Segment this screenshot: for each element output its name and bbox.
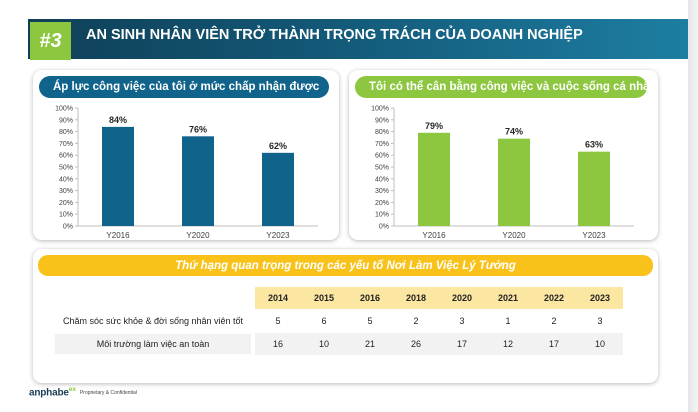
ranking-header-row: 2014 2015 2016 2018 2020 2021 2022 2023 bbox=[55, 287, 623, 309]
table-row: Chăm sóc sức khỏe & đời sống nhân viên t… bbox=[55, 309, 623, 333]
logo-brand: anphabe bbox=[29, 387, 69, 399]
y-tick-label: 40% bbox=[375, 176, 389, 183]
header-bar bbox=[28, 19, 688, 59]
rank-cell: 10 bbox=[577, 333, 623, 355]
year-header: 2020 bbox=[439, 287, 485, 309]
data-label: 84% bbox=[109, 115, 127, 125]
logo-brand-suffix: ex bbox=[68, 386, 76, 393]
y-tick-label: 40% bbox=[59, 176, 73, 183]
x-tick-label: Y2023 bbox=[582, 231, 606, 240]
y-tick-label: 50% bbox=[59, 165, 73, 172]
row-label: Chăm sóc sức khỏe & đời sống nhân viên t… bbox=[62, 316, 244, 326]
chart-panel-workload: Áp lực công việc của tôi ở mức chấp nhận… bbox=[33, 70, 339, 240]
y-tick-label: 90% bbox=[59, 117, 73, 124]
y-tick-label: 60% bbox=[59, 153, 73, 160]
x-tick-label: Y2020 bbox=[186, 231, 210, 240]
rank-cell: 21 bbox=[347, 333, 393, 355]
y-tick-label: 20% bbox=[59, 200, 73, 207]
bar-chart-workload: 0% 10% 20% 30% 40% 50% 60% 70% 80% 90% 100% 84% Y201… bbox=[55, 106, 318, 240]
y-tick-label: 50% bbox=[375, 165, 389, 172]
y-tick-label: 10% bbox=[59, 212, 73, 219]
data-label: 63% bbox=[585, 140, 603, 150]
data-label: 74% bbox=[505, 127, 523, 137]
data-label: 79% bbox=[425, 121, 443, 131]
rank-cell: 26 bbox=[393, 333, 439, 355]
year-header: 2016 bbox=[347, 287, 393, 309]
rank-cell: 17 bbox=[439, 333, 485, 355]
bar bbox=[498, 138, 530, 226]
chart-panel-balance: Tôi có thể cân bằng công việc và cuộc số… bbox=[349, 70, 658, 240]
row-label-cell: Môi trường làm việc an toàn bbox=[55, 333, 255, 355]
rank-cell: 2 bbox=[413, 316, 419, 326]
bar bbox=[182, 136, 214, 226]
x-tick-label: Y2016 bbox=[422, 231, 446, 240]
x-tick-label: Y2016 bbox=[106, 231, 130, 240]
bar bbox=[418, 132, 450, 226]
ranking-title: Thứ hạng quan trọng trong các yếu tố Nơi… bbox=[38, 255, 653, 276]
year-header: 2014 bbox=[255, 287, 301, 309]
y-tick-label: 100% bbox=[371, 106, 389, 113]
rank-cell: 6 bbox=[321, 316, 327, 326]
rank-cell: 1 bbox=[505, 316, 511, 326]
y-tick-label: 30% bbox=[375, 188, 389, 195]
year-header: 2018 bbox=[393, 287, 439, 309]
y-tick-label: 0% bbox=[63, 224, 73, 231]
bar bbox=[102, 126, 134, 226]
y-tick-label: 100% bbox=[55, 106, 73, 113]
y-tick-label: 10% bbox=[375, 212, 389, 219]
rank-cell: 3 bbox=[459, 316, 465, 326]
year-header: 2023 bbox=[577, 287, 623, 309]
y-tick-label: 70% bbox=[59, 141, 73, 148]
row-label: Môi trường làm việc an toàn bbox=[55, 334, 251, 354]
year-header: 2015 bbox=[301, 287, 347, 309]
x-tick-label: Y2023 bbox=[266, 231, 290, 240]
rank-cell: 2 bbox=[551, 316, 557, 326]
ranking-header-blank bbox=[55, 287, 255, 309]
rank-cell: 5 bbox=[275, 316, 281, 326]
bar bbox=[262, 152, 294, 226]
y-tick-label: 30% bbox=[59, 188, 73, 195]
rank-cell: 12 bbox=[485, 333, 531, 355]
y-tick-label: 80% bbox=[59, 129, 73, 136]
y-tick-label: 0% bbox=[379, 224, 389, 231]
section-number-badge: #3 bbox=[30, 22, 71, 60]
data-label: 62% bbox=[269, 141, 287, 151]
rank-cell: 3 bbox=[597, 316, 603, 326]
rank-cell: 16 bbox=[255, 333, 301, 355]
y-tick-label: 60% bbox=[375, 153, 389, 160]
rank-cell: 10 bbox=[301, 333, 347, 355]
ranking-panel: Thứ hạng quan trọng trong các yếu tố Nơi… bbox=[33, 249, 658, 383]
slide-edge bbox=[688, 0, 698, 412]
rank-cell: 17 bbox=[531, 333, 577, 355]
y-tick-label: 20% bbox=[375, 200, 389, 207]
year-header: 2021 bbox=[485, 287, 531, 309]
y-tick-label: 70% bbox=[375, 141, 389, 148]
year-header: 2022 bbox=[531, 287, 577, 309]
chart-title-workload: Áp lực công việc của tôi ở mức chấp nhận… bbox=[39, 76, 329, 98]
page-title: AN SINH NHÂN VIÊN TRỞ THÀNH TRỌNG TRÁCH … bbox=[86, 27, 583, 43]
bar-chart-balance: 0% 10% 20% 30% 40% 50% 60% 70% 80% 90% 100% 79% Y201… bbox=[371, 106, 634, 240]
x-tick-label: Y2020 bbox=[502, 231, 526, 240]
chart-title-balance: Tôi có thể cân bằng công việc và cuộc số… bbox=[355, 76, 657, 98]
confidential-note: Proprietary & Confidential bbox=[79, 389, 137, 396]
bar bbox=[578, 151, 610, 226]
company-logo: anphabeex Proprietary & Confidential bbox=[29, 386, 137, 398]
rank-cell: 5 bbox=[367, 316, 373, 326]
data-label: 76% bbox=[189, 124, 207, 134]
table-row: Môi trường làm việc an toàn 16 10 21 26 … bbox=[55, 333, 623, 355]
y-tick-label: 90% bbox=[375, 117, 389, 124]
y-tick-label: 80% bbox=[375, 129, 389, 136]
ranking-table: 2014 2015 2016 2018 2020 2021 2022 2023 … bbox=[55, 287, 623, 355]
